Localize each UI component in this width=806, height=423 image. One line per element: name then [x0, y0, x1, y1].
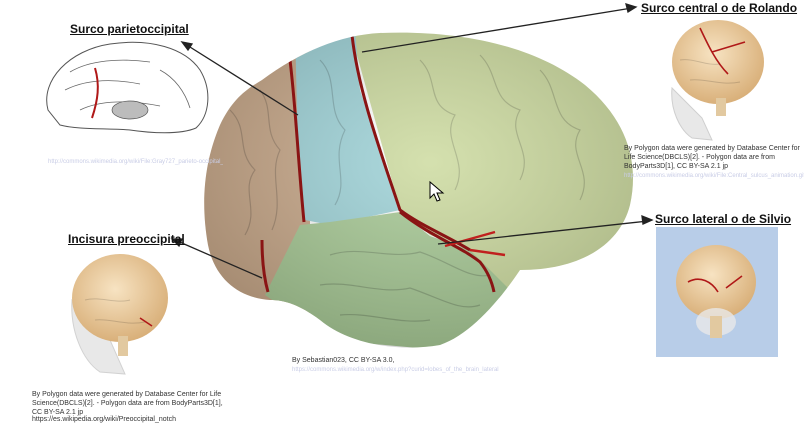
parieto-faint-link[interactable]: http://commons.wikimedia.org/wiki/File:G…: [48, 159, 223, 165]
lateral-sulcus-thumbnail: [656, 227, 778, 357]
pointer-arrows: [170, 3, 654, 279]
brain-lateral-view: [204, 32, 634, 348]
preoccipital-thumbnail: [71, 254, 168, 375]
preoccipital-notch-line: [260, 239, 270, 293]
lateral-sulcus-line: [399, 210, 496, 293]
central-sulcus-thumbnail: [671, 20, 764, 141]
preocc-url[interactable]: https://es.wikipedia.org/wiki/Preoccipit…: [32, 416, 176, 423]
central-sulcus-line: [350, 34, 471, 252]
central-faint-link[interactable]: http://commons.wikimedia.org/wiki/File:C…: [624, 173, 804, 179]
central-sulcus-label: Surco central o de Rolando: [641, 1, 798, 15]
parietoccipital-label: Surco parietoccipital: [70, 22, 189, 36]
mouse-cursor-icon: [429, 180, 445, 202]
main-credit: By Sebastian023, CC BY-SA 3.0,: [292, 357, 395, 364]
preocc-credit: By Polygon data were generated by Databa…: [32, 391, 223, 416]
medial-brain-sketch: [46, 41, 209, 134]
central-credit: By Polygon data were generated by Databa…: [624, 145, 800, 170]
lateral-sulcus-label: Surco lateral o de Silvio: [655, 212, 792, 226]
parietoccipital-sulcus-line: [288, 59, 306, 223]
main-faint-link[interactable]: https://commons.wikimedia.org/w/index.ph…: [292, 367, 499, 373]
preoccipital-label: Incisura preoccipital: [68, 232, 185, 246]
